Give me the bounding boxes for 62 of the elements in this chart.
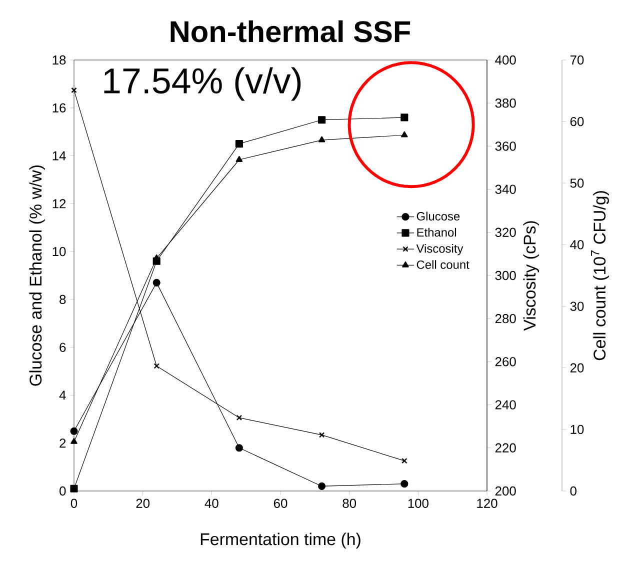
point xyxy=(154,363,160,369)
y2-tick-label: 220 xyxy=(495,443,516,452)
x-tick-label: 40 xyxy=(204,498,218,508)
y3-tick-label: 20 xyxy=(570,363,584,372)
x-tick-label: 0 xyxy=(70,498,78,508)
y2-tick-label: 360 xyxy=(495,142,516,151)
point xyxy=(236,156,243,162)
point xyxy=(400,114,408,122)
y3-axis-title: Cell count (10$^{7}$ CFU/g) xyxy=(591,191,609,360)
y2-tick-label: 260 xyxy=(495,357,516,366)
point xyxy=(152,278,160,286)
y2-axis-title: Viscosity (cPs) xyxy=(523,221,540,331)
y3-tick-label: 10 xyxy=(570,424,584,434)
chart-title: Non-thermal SSF xyxy=(170,20,410,42)
y3-tick-label: 30 xyxy=(570,302,584,311)
y-tick-label: 14 xyxy=(52,151,66,160)
y2-tick-label: 320 xyxy=(495,228,516,237)
y-tick-label: 16 xyxy=(52,103,66,112)
y-tick-label: 2 xyxy=(60,438,66,448)
y-tick-label: 8 xyxy=(60,294,66,304)
y3-tick-label: 70 xyxy=(570,55,584,65)
y-tick-label: 4 xyxy=(59,390,66,400)
y-tick-label: 18 xyxy=(52,55,66,65)
y2-tick-label: 240 xyxy=(495,400,516,410)
point xyxy=(70,438,78,444)
x-tick-label: 80 xyxy=(342,498,356,508)
y3-tick-label: 0 xyxy=(570,486,576,496)
point xyxy=(70,484,78,492)
legend-label: Glucose xyxy=(416,212,460,221)
y-tick-label: 6 xyxy=(60,342,66,352)
point xyxy=(235,444,243,452)
y2-tick-label: 200 xyxy=(495,486,516,496)
x-tick-label: 20 xyxy=(136,498,150,508)
y2-tick-label: 400 xyxy=(495,55,516,65)
legend-label: Cell count xyxy=(416,260,470,269)
y3-tick-label: 60 xyxy=(570,116,584,126)
point xyxy=(318,136,326,142)
point xyxy=(401,131,408,138)
point xyxy=(70,427,78,435)
y2-tick-label: 340 xyxy=(495,184,516,194)
point xyxy=(236,414,242,421)
y2-tick-label: 280 xyxy=(495,314,516,324)
point xyxy=(235,140,243,148)
x-tick-label: 120 xyxy=(477,498,498,508)
y2-tick-label: 380 xyxy=(495,98,516,108)
y-tick-label: 12 xyxy=(52,199,66,208)
y-tick-label: 0 xyxy=(60,486,66,496)
point xyxy=(318,116,326,124)
annotation: 17.54% (v/v) xyxy=(104,67,301,101)
point xyxy=(400,480,408,488)
point xyxy=(318,432,325,438)
x-tick-label: 60 xyxy=(274,498,288,508)
y2-tick-label: 300 xyxy=(495,270,516,280)
x-axis-title: Fermentation time (h) xyxy=(200,532,360,549)
legend-label: Viscosity xyxy=(416,244,464,256)
y-tick-label: 10 xyxy=(52,246,66,256)
y-axis-title: Glucose and Ethanol (% w/w) xyxy=(29,166,45,386)
y3-tick-label: 40 xyxy=(570,240,584,250)
y3-tick-label: 50 xyxy=(570,178,584,188)
legend-label: Ethanol xyxy=(417,228,456,237)
x-tick-label: 100 xyxy=(408,498,428,508)
point xyxy=(318,482,326,490)
